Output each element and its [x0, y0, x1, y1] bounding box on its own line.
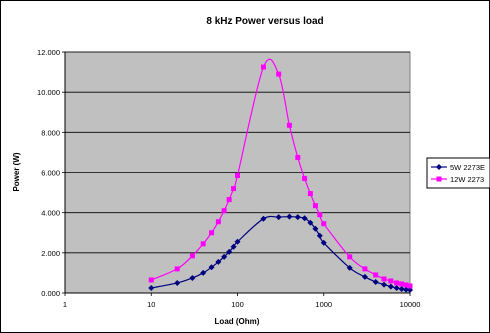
- data-point: [398, 285, 405, 292]
- data-point: [312, 225, 319, 232]
- x-tick-label: 100: [231, 300, 244, 309]
- data-point: [209, 230, 215, 236]
- data-point: [320, 239, 327, 246]
- data-point: [393, 284, 400, 291]
- data-point: [260, 64, 266, 70]
- data-point: [148, 284, 155, 291]
- data-point: [399, 281, 405, 287]
- data-point: [362, 266, 368, 272]
- x-axis-label: Load (Ohm): [215, 317, 260, 326]
- series-layer: [148, 58, 413, 293]
- data-point: [221, 208, 227, 214]
- data-point: [189, 274, 196, 281]
- data-point: [394, 280, 400, 286]
- data-point: [294, 214, 301, 221]
- data-point: [260, 215, 267, 222]
- data-point: [286, 122, 292, 128]
- data-point: [347, 254, 353, 260]
- data-point: [235, 173, 240, 179]
- x-tick-label: 1000: [315, 300, 332, 309]
- y-tick-label: 0.000: [41, 289, 60, 298]
- x-axis-ticks: 1 10 100 1000 10000: [63, 293, 421, 309]
- data-point: [221, 253, 228, 260]
- data-point: [403, 282, 409, 288]
- series-2: [148, 58, 413, 289]
- y-tick-label: 10.000: [37, 88, 60, 97]
- data-point: [286, 213, 293, 220]
- legend: 5W 2273E 12W 2273: [426, 157, 490, 189]
- data-point: [301, 215, 308, 222]
- data-point: [275, 214, 282, 221]
- series-1: [148, 213, 413, 293]
- data-point: [316, 232, 323, 239]
- legend-label: 12W 2273: [450, 175, 484, 184]
- y-tick-label: 4.000: [41, 209, 60, 218]
- data-point: [276, 71, 282, 77]
- legend-marker: [436, 164, 442, 170]
- x-tick-label: 10000: [400, 300, 421, 309]
- data-point: [200, 241, 206, 247]
- legend-marker: [436, 176, 442, 182]
- data-point: [407, 283, 413, 289]
- data-point: [307, 219, 314, 226]
- data-point: [321, 221, 327, 227]
- y-tick-label: 6.000: [41, 169, 60, 178]
- x-tick-label: 1: [63, 300, 67, 309]
- data-point: [226, 197, 232, 203]
- y-tick-label: 12.000: [37, 48, 60, 57]
- legend-box: [426, 157, 490, 189]
- data-point: [234, 238, 241, 245]
- data-point: [387, 283, 394, 290]
- data-point: [148, 277, 154, 283]
- data-point: [381, 281, 388, 288]
- data-point: [307, 191, 313, 197]
- data-point: [295, 154, 301, 160]
- data-point: [317, 212, 323, 218]
- y-tick-label: 2.000: [41, 249, 60, 258]
- data-point: [372, 278, 379, 285]
- series-line: [151, 215, 411, 291]
- data-point: [373, 272, 379, 278]
- data-point: [174, 279, 181, 286]
- y-axis-ticks: 0.000 2.000 4.000 6.000 8.000 10.000 12.000: [37, 48, 65, 298]
- legend-label: 5W 2273E: [450, 163, 485, 172]
- data-point: [361, 273, 368, 280]
- data-point: [388, 278, 394, 284]
- data-point: [174, 266, 180, 272]
- y-tick-label: 8.000: [41, 128, 60, 137]
- data-point: [200, 269, 207, 276]
- data-point: [215, 258, 222, 265]
- data-point: [230, 243, 237, 250]
- data-point: [381, 276, 387, 282]
- y-axis-label: Power (W): [12, 152, 21, 191]
- data-point: [407, 286, 413, 293]
- data-point: [312, 203, 318, 209]
- data-point: [231, 186, 237, 192]
- data-point: [208, 264, 215, 271]
- data-point: [346, 264, 353, 271]
- data-point: [189, 253, 195, 259]
- x-tick-label: 10: [147, 300, 155, 309]
- chart-title: 8 kHz Power versus load: [206, 16, 323, 27]
- data-point: [226, 248, 233, 255]
- series-line: [151, 58, 411, 287]
- data-point: [302, 176, 308, 182]
- data-point: [215, 219, 221, 225]
